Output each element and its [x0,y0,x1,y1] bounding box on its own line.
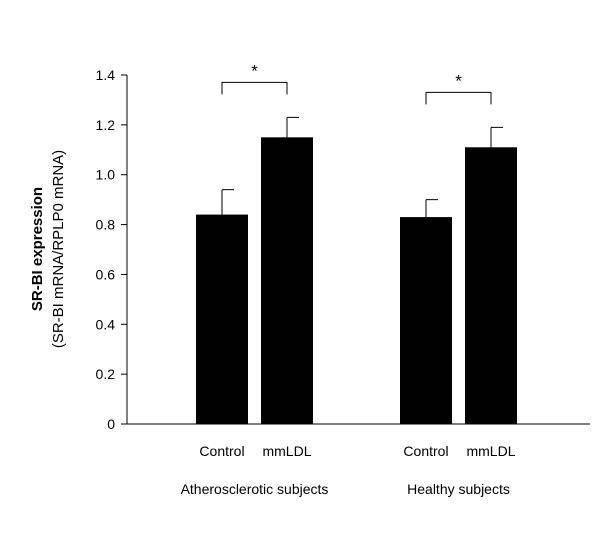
y-tick-label-6: 1.2 [96,117,116,133]
y-tick-label-1: 0.2 [96,366,116,382]
significance-marker-0: * [251,61,258,80]
bar-1-1 [465,147,517,425]
bars [196,137,517,425]
y-tick-label-0: 0 [107,416,115,432]
category-label-1-1: mmLDL [466,443,515,459]
category-label-1-0: Control [403,443,448,459]
bar-0-1 [261,137,313,425]
significance-bracket-1 [425,91,492,105]
category-labels: Control mmLDL Atherosclerotic subjects Cont… [181,443,516,497]
y-tick-label-3: 0.6 [96,266,116,282]
y-tick-label-4: 0.8 [96,217,116,233]
group-label-1: Healthy subjects [407,481,510,497]
y-axis: 0 0.2 0.4 0.6 0.8 1.0 1.2 1.4 [96,67,128,432]
y-axis-title: SR-BI expression (SR-BI mRNA/RPLP0 mRNA) [29,150,67,348]
significance-bracket-0 [221,81,288,95]
significance-marker-1: * [455,71,462,90]
group-label-0: Atherosclerotic subjects [181,481,329,497]
bar-1-0 [400,217,452,424]
bar-0-0 [196,214,248,424]
error-bars [221,116,503,218]
y-tick-label-2: 0.4 [96,316,116,332]
category-label-0-0: Control [199,443,244,459]
significance-brackets: ** [221,61,492,105]
y-tick-label-7: 1.4 [96,67,116,83]
y-tick-label-5: 1.0 [96,167,116,183]
y-axis-label: SR-BI expression [29,187,46,311]
category-label-0-1: mmLDL [262,443,311,459]
y-axis-sublabel: (SR-BI mRNA/RPLP0 mRNA) [50,150,67,348]
